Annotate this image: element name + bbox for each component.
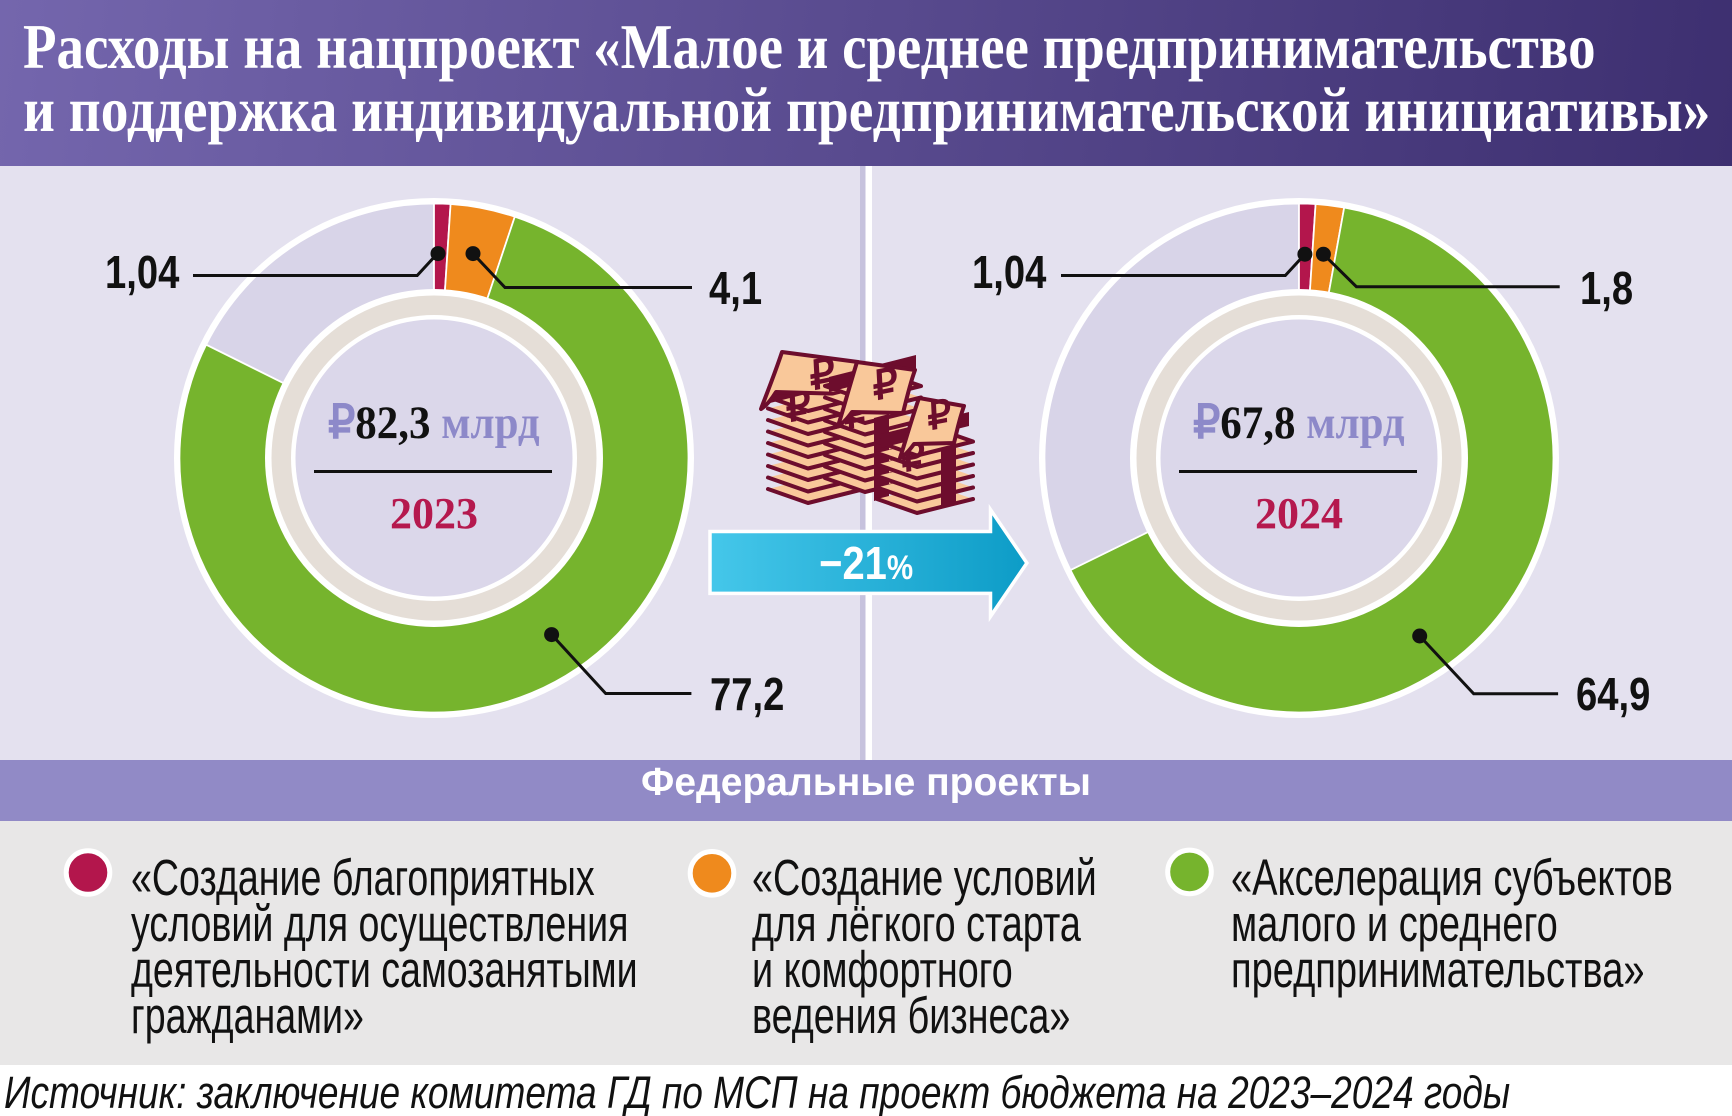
svg-text:₽: ₽ <box>809 349 836 399</box>
svg-text:₽: ₽ <box>926 392 952 440</box>
svg-text:₽: ₽ <box>872 359 899 409</box>
